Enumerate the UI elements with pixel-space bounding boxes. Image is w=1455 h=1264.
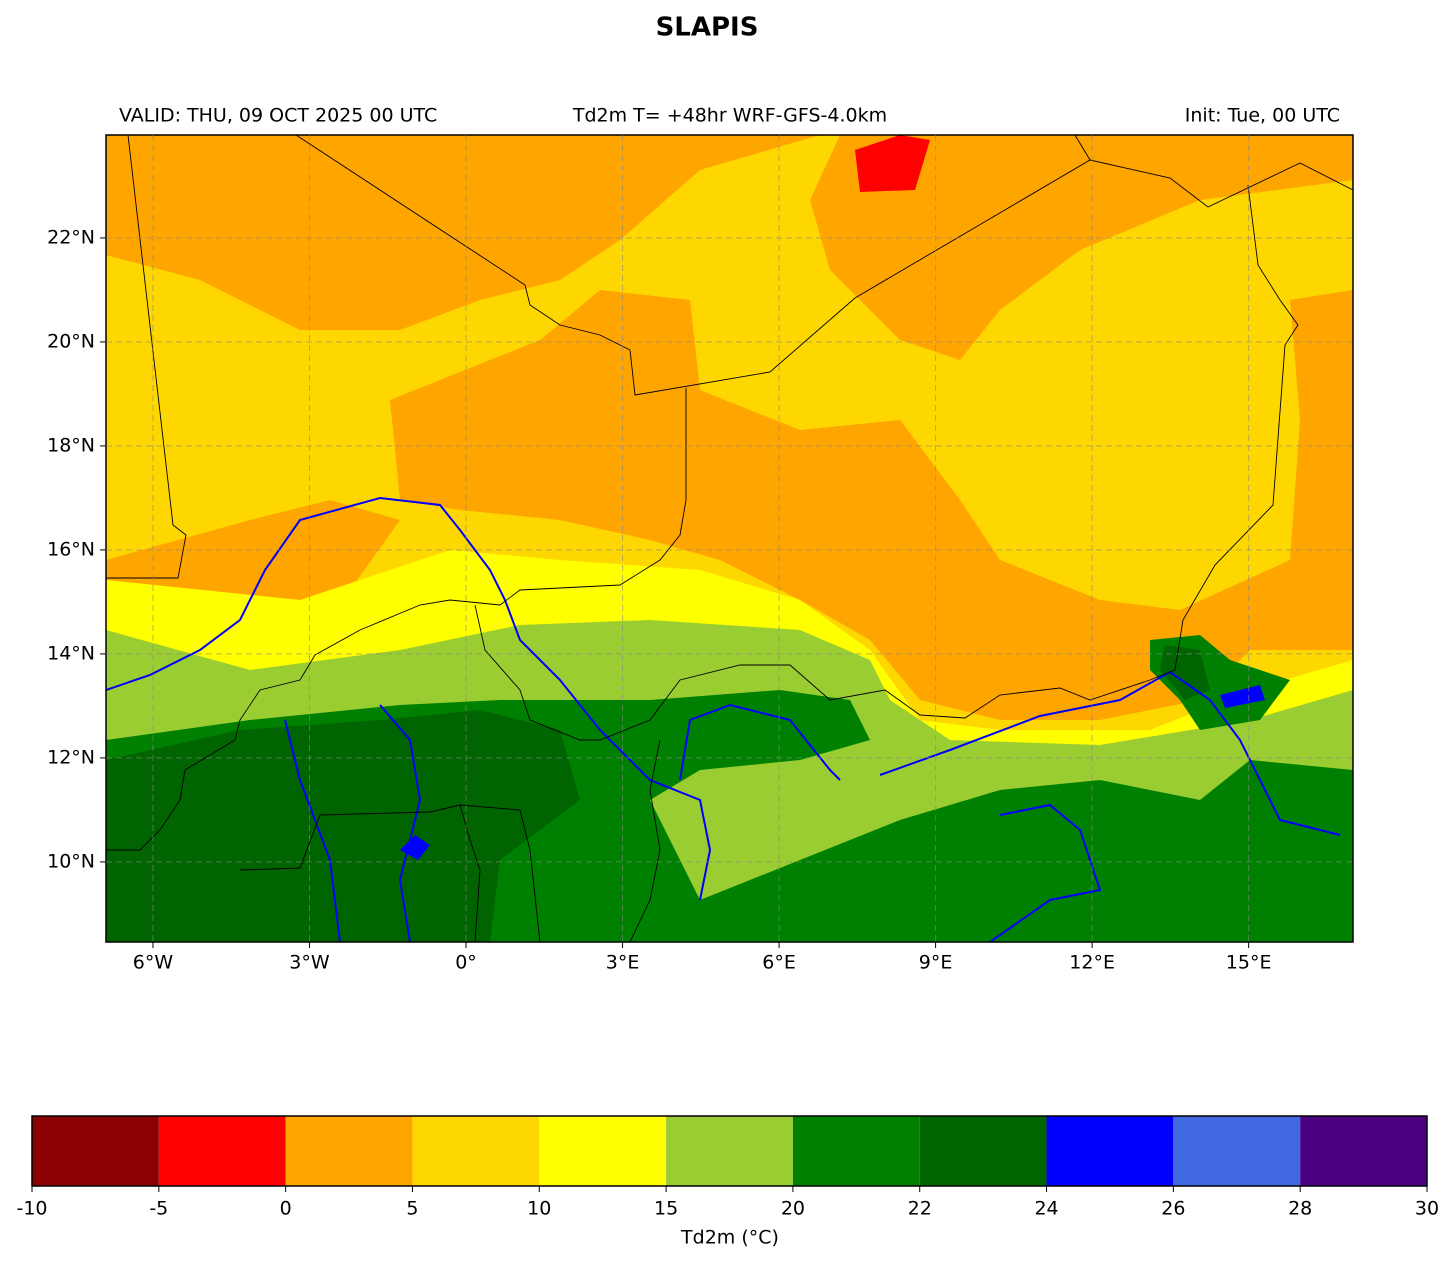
x-tick-label: 6°W [133, 952, 174, 974]
river [679, 703, 841, 781]
y-tick-label: 12°N [47, 746, 95, 768]
field-orange [106, 135, 820, 330]
colorbar-segment [412, 1116, 540, 1186]
field-blue [1220, 685, 1265, 708]
x-tick-label: 9°E [919, 952, 953, 974]
field-orange [810, 135, 1353, 360]
y-tick-label: 20°N [47, 330, 95, 352]
colorbar-tick-label: 26 [1161, 1198, 1185, 1220]
river [106, 496, 712, 901]
y-tick-label: 22°N [47, 226, 95, 248]
x-tick-label: 15°E [1226, 952, 1272, 974]
y-tick-label: 16°N [47, 538, 95, 560]
border [239, 804, 541, 942]
colorbar-segment [32, 1116, 159, 1186]
colorbar-tick-label: 24 [1034, 1198, 1058, 1220]
colorbar-segment [158, 1116, 286, 1186]
colorbar-label: Td2m (°C) [680, 1227, 779, 1249]
y-tick-label: 10°N [47, 850, 95, 872]
field-darkgreen [106, 710, 580, 942]
colorbar-frame [31, 1115, 1428, 1187]
colorbar-segment [1046, 1116, 1174, 1186]
colorbar-tick-label: 0 [280, 1198, 292, 1220]
colorbar-segment [1300, 1116, 1427, 1186]
border [295, 135, 1353, 396]
border [1074, 135, 1299, 671]
river [879, 670, 1341, 836]
x-tick-label: 3°E [606, 952, 640, 974]
river [379, 704, 422, 942]
colorbar-tick-label: 22 [908, 1198, 932, 1220]
x-tick-label: 6°E [762, 952, 796, 974]
river [284, 719, 341, 942]
river [989, 803, 1102, 942]
field-orange [390, 290, 1353, 720]
init-time: Init: Tue, 00 UTC [1185, 105, 1340, 127]
colorbar-tick-label: 10 [527, 1198, 551, 1220]
x-tick-label: 3°W [289, 952, 330, 974]
colorbar-tick-label: 28 [1288, 1198, 1312, 1220]
subtitle: Td2m T= +48hr WRF-GFS-4.0km [572, 105, 887, 127]
x-tick-label: 0° [455, 952, 477, 974]
y-tick-label: 14°N [47, 642, 95, 664]
y-tick-label: 18°N [47, 434, 95, 456]
colorbar-segment [919, 1116, 1047, 1186]
colorbar-tick-label: 5 [406, 1198, 418, 1220]
border [474, 604, 1176, 942]
colorbar-segment [285, 1116, 413, 1186]
colorbar-segment [666, 1116, 793, 1186]
title: SLAPIS [656, 13, 759, 43]
field-darkgreen [1160, 645, 1210, 700]
field-red [855, 135, 930, 192]
colorbar-tick-label: 15 [654, 1198, 678, 1220]
border [106, 388, 687, 851]
colorbar-tick-label: -10 [16, 1198, 47, 1220]
colorbar-tick-label: -5 [149, 1198, 168, 1220]
valid-time: VALID: THU, 09 OCT 2025 00 UTC [119, 105, 437, 127]
colorbar-tick-label: 20 [781, 1198, 805, 1220]
border [106, 135, 187, 579]
colorbar-segment [792, 1116, 920, 1186]
colorbar-tick-label: 30 [1415, 1198, 1439, 1220]
x-tick-label: 12°E [1069, 952, 1115, 974]
map-field [106, 135, 1353, 942]
map-frame [105, 134, 1354, 943]
colorbar-segment [1173, 1116, 1301, 1186]
colorbar-segment [539, 1116, 667, 1186]
